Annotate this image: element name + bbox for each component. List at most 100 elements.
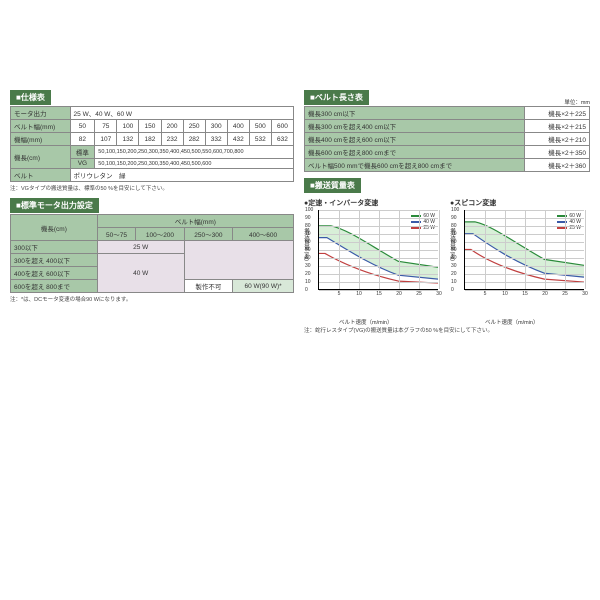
spec-cell: 82 [70, 133, 95, 146]
charts-title: ■搬送質量表 [304, 178, 361, 193]
xtick: 25 [562, 291, 568, 297]
belt-row-label: ベルト幅500 mmで機長600 cmを超え800 cmまで [305, 159, 525, 172]
motor-r3: 600を超え 800まで [11, 280, 98, 293]
chart1-ylabel: 搬送質量 (kg) [302, 228, 310, 261]
spec-r0-val: 25 W、40 W、60 W [70, 107, 293, 120]
motor-r0: 300以下 [11, 241, 98, 254]
spec-r5-label: ベルト [11, 169, 71, 182]
ytick: 20 [451, 271, 457, 277]
chart-2: ●スピコン変速 60 W40 W25 W 0102030405060708090… [450, 198, 590, 308]
spec-r0-label: モータ出力 [11, 107, 71, 120]
chart1-xlabel: ベルト速度（m/min） [339, 318, 392, 326]
spec-r2-label: 機幅(mm) [11, 133, 71, 146]
spec-r4-labelB: VG [70, 159, 95, 169]
motor-note: 注：*は、DCモータ変速の場合90 Wになります。 [10, 295, 294, 303]
xtick: 20 [396, 291, 402, 297]
ytick: 30 [305, 263, 311, 269]
ytick: 10 [305, 279, 311, 285]
xtick: 5 [484, 291, 487, 297]
ytick: 100 [451, 207, 459, 213]
ytick: 20 [305, 271, 311, 277]
motor-colhdr: ベルト幅(mm) [97, 215, 293, 228]
belt-unit: 単位：mm [564, 98, 590, 106]
spec-cell: 282 [183, 133, 205, 146]
motor-r2: 400を超え 600以下 [11, 267, 98, 280]
xtick: 25 [416, 291, 422, 297]
xtick: 20 [542, 291, 548, 297]
belt-row-val: 機長×2＋225 [524, 107, 589, 120]
legend-2: 60 W40 W25 W [556, 212, 582, 232]
spec-r4-val: 50,100,150,200,250,300,350,400,450,500,6… [95, 159, 294, 169]
xtick: 30 [582, 291, 588, 297]
belt-row-label: 機長300 cm以下 [305, 107, 525, 120]
spec-cell: 107 [95, 133, 117, 146]
spec-cell: 300 [205, 120, 227, 133]
motor-col: 50～75 [97, 228, 136, 241]
xtick: 10 [356, 291, 362, 297]
motor-col: 400～600 [233, 228, 294, 241]
belt-row-val: 機長×2＋215 [524, 120, 589, 133]
motor-60w: 60 W(90 W)* [233, 280, 294, 293]
spec-cell: 500 [249, 120, 271, 133]
belt-row-label: 機長400 cmを超え600 cm以下 [305, 133, 525, 146]
belt-row-val: 機長×2＋360 [524, 159, 589, 172]
spec-cell: 75 [95, 120, 117, 133]
spec-cell: 132 [117, 133, 139, 146]
spec-cell: 632 [271, 133, 293, 146]
chart2-title: ●スピコン変速 [450, 198, 590, 208]
chart-1: ●定速・インバータ変速 60 W40 W25 W 010203040506070… [304, 198, 444, 308]
spec-cell: 182 [139, 133, 161, 146]
spec-r1-label: ベルト幅(mm) [11, 120, 71, 133]
spec-cell: 50 [70, 120, 95, 133]
spec-cell: 232 [161, 133, 183, 146]
motor-40w-a [184, 241, 293, 280]
xtick: 5 [338, 291, 341, 297]
belt-row-val: 機長×2＋210 [524, 133, 589, 146]
motor-col: 250～300 [184, 228, 232, 241]
spec-cell: 200 [161, 120, 183, 133]
ytick: 0 [451, 287, 454, 293]
ytick: 0 [305, 287, 308, 293]
chart1-title: ●定速・インバータ変速 [304, 198, 444, 208]
spec-title: ■仕様表 [10, 90, 51, 105]
belt-title: ■ベルト長さ表 [304, 90, 369, 105]
belt-table: 機長300 cm以下機長×2＋225機長300 cmを超え400 cm以下機長×… [304, 106, 590, 172]
ytick: 30 [451, 263, 457, 269]
motor-r1: 300を超え 400以下 [11, 254, 98, 267]
charts-note: 注：蛇行レスタイプ(VG)の搬送質量は本グラフの50 %を目安にして下さい。 [304, 326, 590, 334]
chart2-xlabel: ベルト速度（m/min） [485, 318, 538, 326]
xtick: 15 [522, 291, 528, 297]
spec-r3-val: 50,100,150,200,250,300,350,400,450,500,5… [95, 146, 294, 159]
xtick: 10 [502, 291, 508, 297]
xtick: 30 [436, 291, 442, 297]
belt-row-val: 機長×2＋350 [524, 146, 589, 159]
spec-cell: 532 [249, 133, 271, 146]
spec-r3-labelA: 機長(cm) [11, 146, 71, 169]
ytick: 100 [305, 207, 313, 213]
motor-col: 100～200 [136, 228, 184, 241]
ytick: 10 [451, 279, 457, 285]
belt-row-label: 機長600 cmを超え800 cmまで [305, 146, 525, 159]
spec-cell: 100 [117, 120, 139, 133]
legend-1: 60 W40 W25 W [410, 212, 436, 232]
xtick: 15 [376, 291, 382, 297]
spec-r5-val: ポリウレタン 緑 [70, 169, 293, 182]
motor-rowhdr: 機長(cm) [11, 215, 98, 241]
motor-25w: 25 W [97, 241, 184, 254]
spec-cell: 332 [205, 133, 227, 146]
spec-table: モータ出力25 W、40 W、60 W ベルト幅(mm)507510015020… [10, 106, 294, 182]
chart2-ylabel: 搬送質量 (kg) [448, 228, 456, 261]
spec-cell: 400 [227, 120, 249, 133]
motor-title: ■標準モータ出力設定 [10, 198, 99, 213]
spec-cell: 600 [271, 120, 293, 133]
spec-cell: 150 [139, 120, 161, 133]
motor-40w: 40 W [97, 254, 184, 293]
motor-table: 機長(cm) ベルト幅(mm) 50～75100～200250～300400～6… [10, 214, 294, 293]
belt-row-label: 機長300 cmを超え400 cm以下 [305, 120, 525, 133]
ytick: 90 [451, 215, 457, 221]
spec-cell: 250 [183, 120, 205, 133]
spec-note: 注：VGタイプの搬送質量は、標準の50 %を目安にして下さい。 [10, 184, 294, 192]
ytick: 90 [305, 215, 311, 221]
spec-cell: 432 [227, 133, 249, 146]
spec-r3-labelB: 標準 [70, 146, 95, 159]
